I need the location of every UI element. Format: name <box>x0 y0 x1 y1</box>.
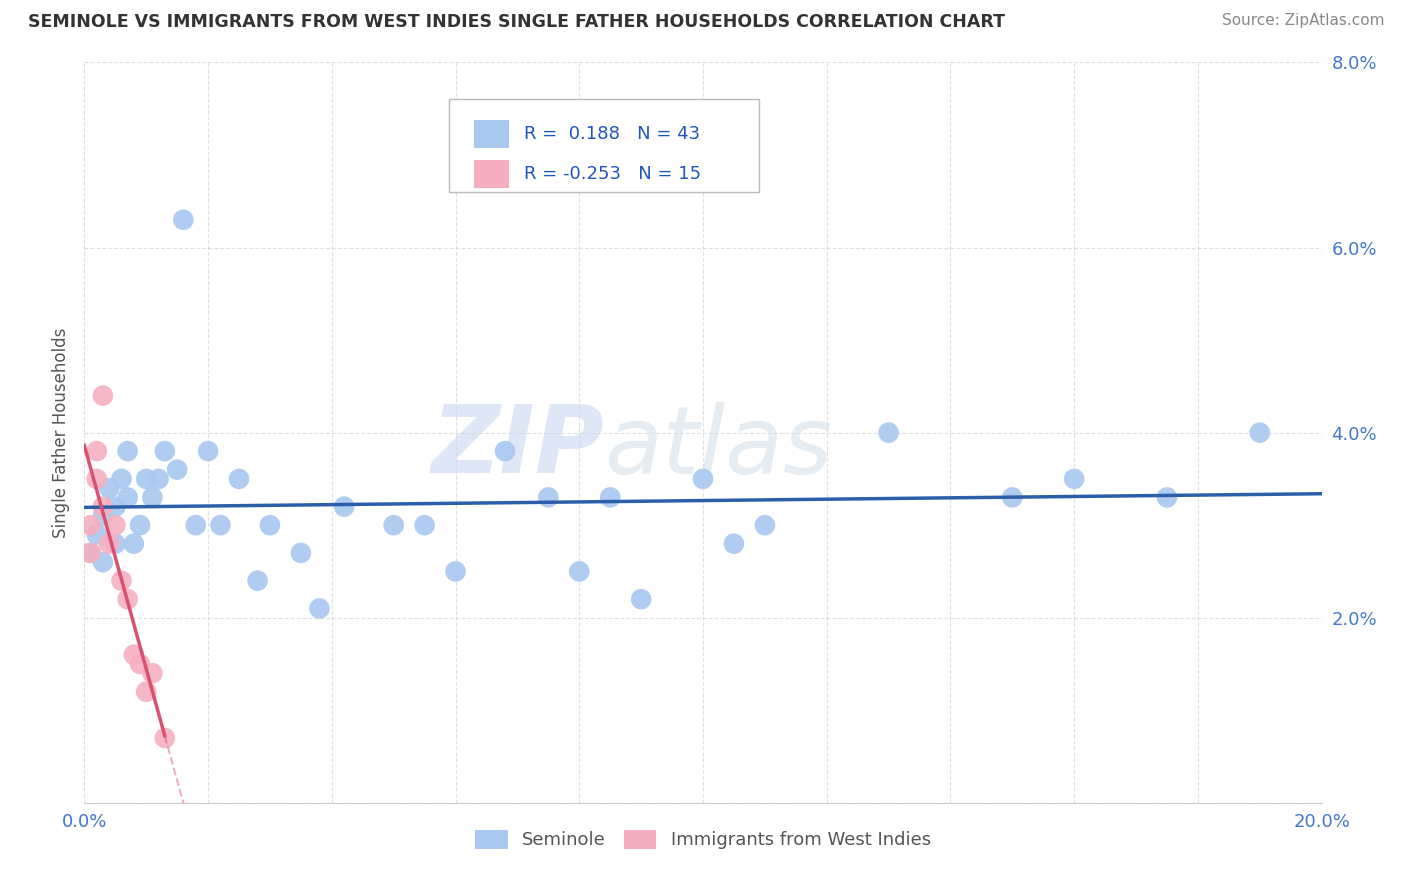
Text: R = -0.253   N = 15: R = -0.253 N = 15 <box>523 165 700 183</box>
Point <box>1001 491 1024 505</box>
Point <box>104 518 127 533</box>
Point <box>91 555 114 569</box>
Point <box>141 666 163 681</box>
Point <box>1249 425 1271 440</box>
Point <box>494 444 516 458</box>
Point <box>754 518 776 533</box>
Point <box>153 444 176 458</box>
Point <box>141 491 163 505</box>
Point <box>1063 472 1085 486</box>
Y-axis label: Single Father Households: Single Father Households <box>52 327 70 538</box>
Point <box>86 472 108 486</box>
Point <box>86 444 108 458</box>
Point <box>122 648 145 662</box>
Point <box>333 500 356 514</box>
Point <box>122 536 145 550</box>
Point <box>246 574 269 588</box>
Bar <box>474 160 509 188</box>
FancyBboxPatch shape <box>450 99 759 192</box>
Point <box>86 527 108 541</box>
Text: Source: ZipAtlas.com: Source: ZipAtlas.com <box>1222 13 1385 29</box>
Point <box>135 685 157 699</box>
Point <box>228 472 250 486</box>
Point <box>117 444 139 458</box>
Point <box>630 592 652 607</box>
Point <box>537 491 560 505</box>
Point <box>599 491 621 505</box>
Point <box>413 518 436 533</box>
Point <box>197 444 219 458</box>
Legend: Seminole, Immigrants from West Indies: Seminole, Immigrants from West Indies <box>468 823 938 856</box>
Point <box>209 518 232 533</box>
Point <box>79 518 101 533</box>
Point <box>98 536 121 550</box>
Point <box>91 500 114 514</box>
Point <box>104 536 127 550</box>
Point <box>877 425 900 440</box>
Point <box>153 731 176 745</box>
Point <box>110 574 132 588</box>
Point <box>308 601 330 615</box>
Point <box>117 491 139 505</box>
Point <box>129 657 152 671</box>
Text: atlas: atlas <box>605 402 832 493</box>
Point <box>692 472 714 486</box>
Point <box>568 565 591 579</box>
Point <box>98 481 121 495</box>
Point <box>135 472 157 486</box>
Text: R =  0.188   N = 43: R = 0.188 N = 43 <box>523 125 700 143</box>
Bar <box>474 120 509 148</box>
Point <box>444 565 467 579</box>
Point <box>148 472 170 486</box>
Point <box>91 508 114 523</box>
Text: ZIP: ZIP <box>432 401 605 493</box>
Point <box>79 546 101 560</box>
Point <box>129 518 152 533</box>
Point <box>290 546 312 560</box>
Point <box>110 472 132 486</box>
Point <box>184 518 207 533</box>
Point <box>1156 491 1178 505</box>
Point <box>166 462 188 476</box>
Point <box>259 518 281 533</box>
Point <box>91 389 114 403</box>
Point <box>382 518 405 533</box>
Point <box>723 536 745 550</box>
Point <box>117 592 139 607</box>
Point <box>104 500 127 514</box>
Point <box>79 546 101 560</box>
Text: SEMINOLE VS IMMIGRANTS FROM WEST INDIES SINGLE FATHER HOUSEHOLDS CORRELATION CHA: SEMINOLE VS IMMIGRANTS FROM WEST INDIES … <box>28 13 1005 31</box>
Point <box>172 212 194 227</box>
